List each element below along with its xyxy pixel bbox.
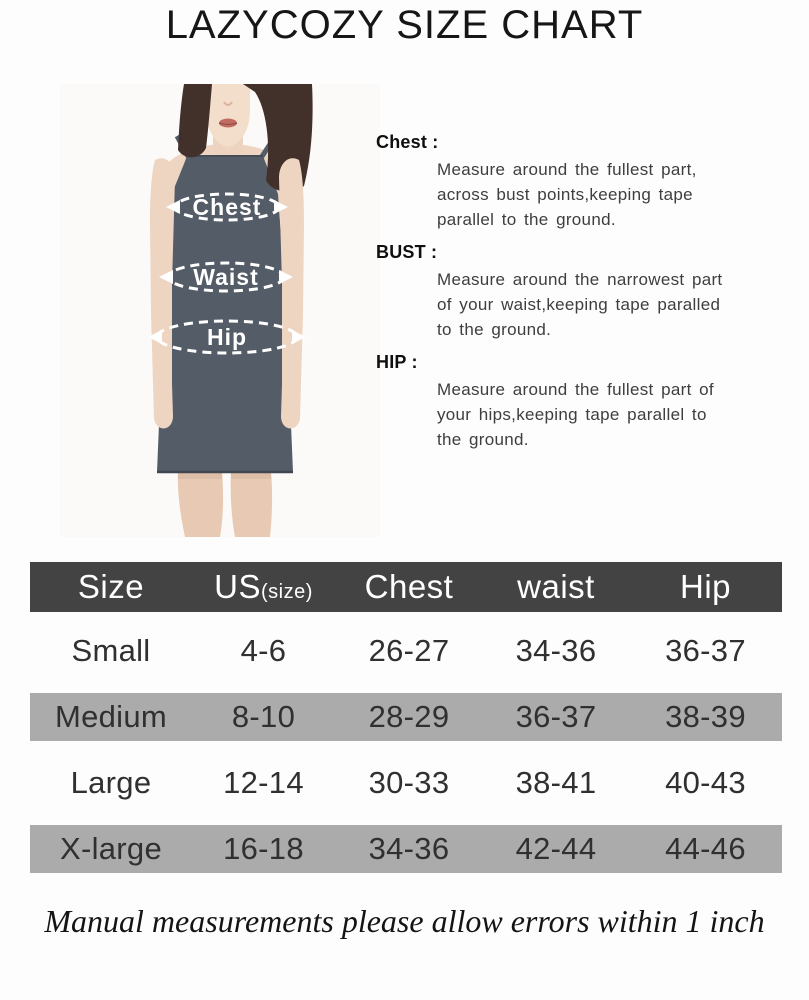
page-title: LAZYCOZY SIZE CHART	[165, 3, 644, 47]
table-row-xlarge: X-large 16-18 34-36 42-44 44-46	[30, 816, 782, 882]
cell-chest: 28-29	[368, 699, 450, 734]
cell-us: 4-6	[240, 633, 287, 668]
col-header-size: Size	[77, 568, 145, 605]
col-header-us: US(size)	[214, 568, 313, 605]
cell-us: 12-14	[223, 765, 304, 800]
arrow-left-icon	[166, 200, 180, 214]
size-table: Size US(size) Chest waist Hip Small 4-6 …	[30, 562, 782, 882]
lips	[219, 118, 237, 128]
instruction-section-hip: HIP : Measure around the fullest part of…	[376, 350, 786, 452]
instruction-section-bust: BUST : Measure around the narrowest part…	[376, 240, 786, 342]
cell-size: Small	[71, 633, 151, 668]
cell-chest: 34-36	[368, 831, 450, 866]
instruction-heading: BUST :	[376, 242, 438, 262]
model-photo: Chest Waist Hip	[60, 84, 380, 537]
arrow-left-icon	[159, 270, 173, 284]
cell-waist: 36-37	[515, 699, 597, 734]
arrow-right-icon	[274, 200, 288, 214]
arrow-right-icon	[292, 330, 306, 344]
model-face	[205, 84, 250, 147]
instruction-heading: Chest :	[376, 132, 439, 152]
cell-hip: 38-39	[665, 699, 746, 734]
instruction-heading: HIP :	[376, 352, 418, 372]
cell-size: Medium	[54, 699, 168, 734]
cell-us: 8-10	[231, 699, 296, 734]
waist-measure-label: Waist	[193, 264, 259, 290]
col-header-waist: waist	[517, 568, 595, 605]
col-header-us-suffix: (size)	[260, 581, 313, 603]
instruction-body: Measure around the fullest part, across …	[437, 160, 697, 229]
size-table-header: Size US(size) Chest waist Hip	[30, 562, 782, 612]
cell-waist: 34-36	[515, 633, 597, 668]
col-header-hip: Hip	[679, 568, 732, 605]
table-row-small: Small 4-6 26-27 34-36 36-37	[30, 618, 782, 684]
cell-hip: 36-37	[665, 633, 746, 668]
cell-waist: 38-41	[515, 765, 597, 800]
cell-waist: 42-44	[515, 831, 597, 866]
chest-measure-label: Chest	[193, 194, 262, 220]
cell-chest: 30-33	[368, 765, 450, 800]
cell-us: 16-18	[223, 831, 304, 866]
instruction-body: Measure around the fullest part of your …	[437, 380, 714, 449]
instruction-section-chest: Chest : Measure around the fullest part,…	[376, 130, 786, 232]
instruction-body: Measure around the narrowest part of you…	[437, 270, 723, 339]
cell-size: X-large	[59, 831, 163, 866]
cell-hip: 40-43	[665, 765, 746, 800]
table-row-medium: Medium 8-10 28-29 36-37 38-39	[30, 684, 782, 750]
arrow-right-icon	[279, 270, 293, 284]
size-table-body: Small 4-6 26-27 34-36 36-37 Medium 8-10 …	[30, 618, 782, 882]
table-row-large: Large 12-14 30-33 38-41 40-43	[30, 750, 782, 816]
nose-shadow	[223, 101, 233, 106]
model-legs	[177, 470, 273, 537]
hip-measure-label: Hip	[207, 324, 247, 350]
waist-measure-ellipse: Waist	[159, 261, 293, 293]
hip-measure-ellipse: Hip	[148, 319, 306, 355]
col-header-chest: Chest	[364, 568, 454, 605]
chest-measure-ellipse: Chest	[166, 192, 288, 222]
measuring-instructions: Chest : Measure around the fullest part,…	[376, 130, 786, 460]
cell-chest: 26-27	[368, 633, 450, 668]
model-arms	[150, 158, 304, 429]
arrow-left-icon	[148, 330, 162, 344]
measurement-disclaimer: Manual measurements please allow errors …	[44, 903, 765, 939]
cell-hip: 44-46	[665, 831, 746, 866]
cell-size: Large	[70, 765, 152, 800]
